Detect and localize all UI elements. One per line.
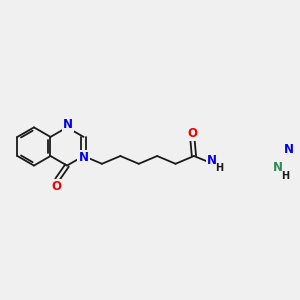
Text: N: N	[284, 143, 294, 156]
Text: O: O	[51, 180, 62, 193]
Text: O: O	[188, 127, 197, 140]
Text: N: N	[63, 118, 73, 131]
Text: N: N	[79, 151, 88, 164]
Text: N: N	[273, 161, 283, 174]
Text: H: H	[215, 163, 223, 173]
Text: N: N	[207, 154, 217, 167]
Text: H: H	[281, 171, 290, 181]
